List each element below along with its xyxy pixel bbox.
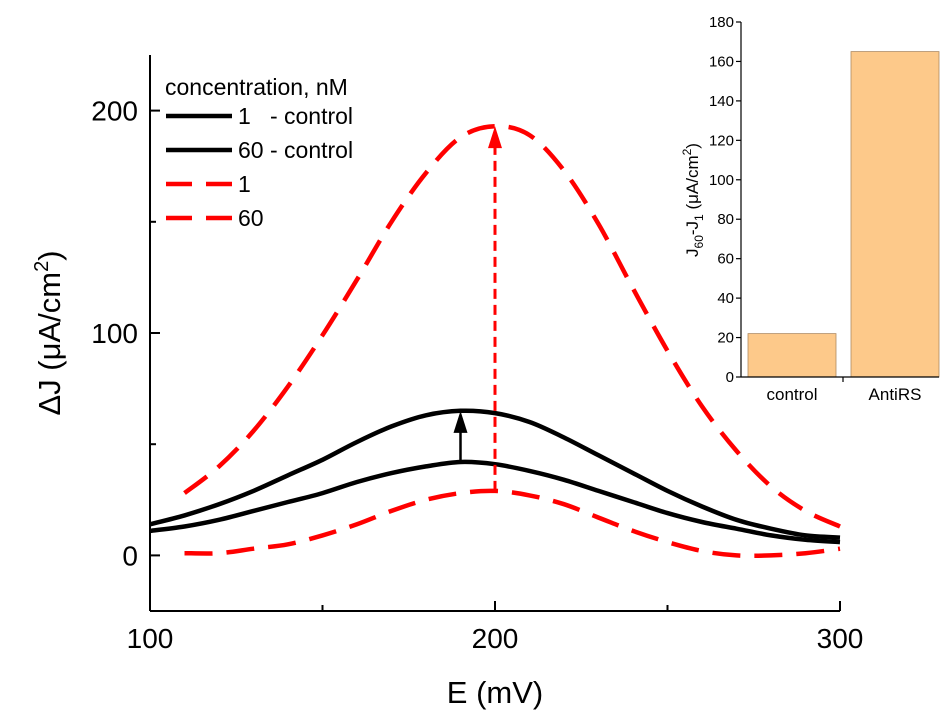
x-tick-label: 100	[127, 623, 174, 654]
inset-ylabel-sub: 1	[692, 214, 706, 221]
legend-label-1: 60 - control	[238, 137, 353, 163]
inset-y-tick-label: 120	[709, 132, 734, 149]
main-series-group	[149, 123, 841, 559]
inset-bar-0	[747, 333, 837, 378]
inset-y-tick-label: 100	[709, 172, 734, 189]
inset-ylabel-sub: 60	[692, 235, 706, 249]
x-tick-label: 200	[472, 623, 519, 654]
inset-ylabel-part: J	[683, 248, 702, 257]
inset-y-axis-label: J60-J1 (μA/cm2)	[680, 143, 706, 257]
legend-label-3: 60	[238, 205, 264, 231]
y-axis-label: ΔJ (μA/cm2)	[31, 250, 67, 415]
series-line-0	[149, 459, 841, 545]
inset-y-tick-label: 40	[717, 290, 734, 307]
inset-y-tick-label: 140	[709, 93, 734, 110]
inset-y-tick-label: 180	[709, 14, 734, 31]
series-line-3	[183, 123, 841, 529]
annotation-arrow-head-0	[453, 410, 468, 433]
inset-y-tick-label: 160	[709, 53, 734, 70]
inset-axes-group: 0 20 40 60 80 100 120 140 160 180 control AntiRS	[709, 14, 939, 404]
legend-label-2: 1	[238, 171, 251, 197]
inset-x-tick-label: control	[766, 385, 817, 404]
y-tick-label: 100	[91, 318, 138, 349]
x-tick-label: 300	[817, 623, 864, 654]
inset-x-tick-label: AntiRS	[869, 385, 922, 404]
inset-ylabel-part: -J	[683, 221, 702, 235]
annotation-arrow-head-1	[488, 126, 502, 149]
y-axis-label-superscript: 2	[31, 261, 53, 272]
x-axis-label: E (mV)	[447, 675, 543, 710]
inset-bar-1	[850, 51, 940, 378]
inset-ylabel-part: )	[683, 143, 702, 149]
inset-y-tick-label: 60	[717, 251, 734, 268]
legend: concentration, nM 1 - control 60 - contro…	[165, 74, 353, 231]
y-tick-label: 200	[91, 96, 138, 127]
inset-y-tick-label: 0	[726, 369, 734, 386]
y-axis-label-end: )	[32, 250, 67, 260]
series-line-2	[184, 488, 841, 559]
inset-ylabel-part: (μA/cm	[683, 155, 702, 214]
inset-bars-group	[747, 51, 940, 378]
main-arrows-group	[453, 126, 502, 491]
y-axis-label-main: ΔJ (μA/cm	[32, 272, 67, 416]
legend-title: concentration, nM	[165, 74, 348, 100]
inset-y-tick-label: 80	[717, 211, 734, 228]
y-tick-label: 0	[122, 540, 138, 571]
series-line-1	[149, 408, 841, 540]
inset-y-tick-label: 20	[717, 330, 734, 347]
legend-label-0: 1 - control	[238, 103, 353, 129]
inset-ylabel-sup: 2	[680, 148, 694, 155]
